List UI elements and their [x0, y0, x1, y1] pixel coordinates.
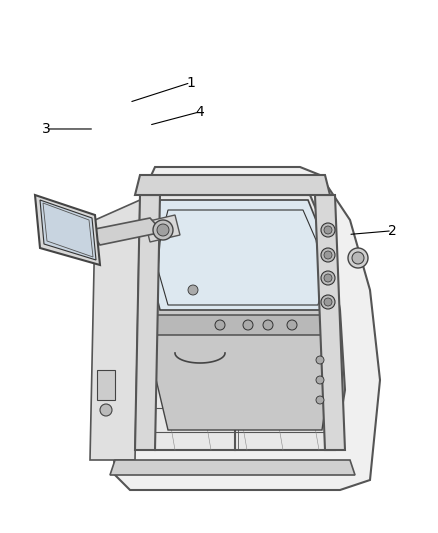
Circle shape [153, 220, 173, 240]
Circle shape [157, 224, 169, 236]
Polygon shape [140, 195, 345, 450]
Circle shape [101, 390, 111, 400]
Circle shape [321, 271, 335, 285]
Polygon shape [35, 195, 100, 265]
Polygon shape [40, 200, 96, 260]
Polygon shape [90, 200, 140, 460]
Polygon shape [150, 200, 330, 310]
Text: 1: 1 [186, 76, 195, 90]
Circle shape [188, 285, 198, 295]
Polygon shape [145, 215, 180, 242]
Circle shape [287, 320, 297, 330]
Circle shape [316, 396, 324, 404]
Polygon shape [135, 175, 330, 195]
Text: 2: 2 [388, 224, 396, 238]
Text: 3: 3 [42, 122, 50, 136]
Circle shape [316, 376, 324, 384]
Polygon shape [148, 215, 330, 430]
Polygon shape [315, 195, 345, 450]
Polygon shape [110, 460, 355, 475]
Polygon shape [97, 370, 115, 400]
Circle shape [321, 295, 335, 309]
Circle shape [243, 320, 253, 330]
Circle shape [321, 248, 335, 262]
Circle shape [352, 252, 364, 264]
Circle shape [324, 251, 332, 259]
Circle shape [215, 320, 225, 330]
Polygon shape [155, 315, 338, 335]
Circle shape [324, 298, 332, 306]
Polygon shape [90, 218, 163, 245]
Text: 4: 4 [195, 105, 204, 119]
Circle shape [324, 274, 332, 282]
Polygon shape [110, 167, 380, 490]
Circle shape [100, 404, 112, 416]
Circle shape [316, 356, 324, 364]
Circle shape [321, 223, 335, 237]
Circle shape [101, 375, 111, 385]
Circle shape [348, 248, 368, 268]
Circle shape [324, 226, 332, 234]
Polygon shape [135, 195, 160, 450]
Circle shape [263, 320, 273, 330]
